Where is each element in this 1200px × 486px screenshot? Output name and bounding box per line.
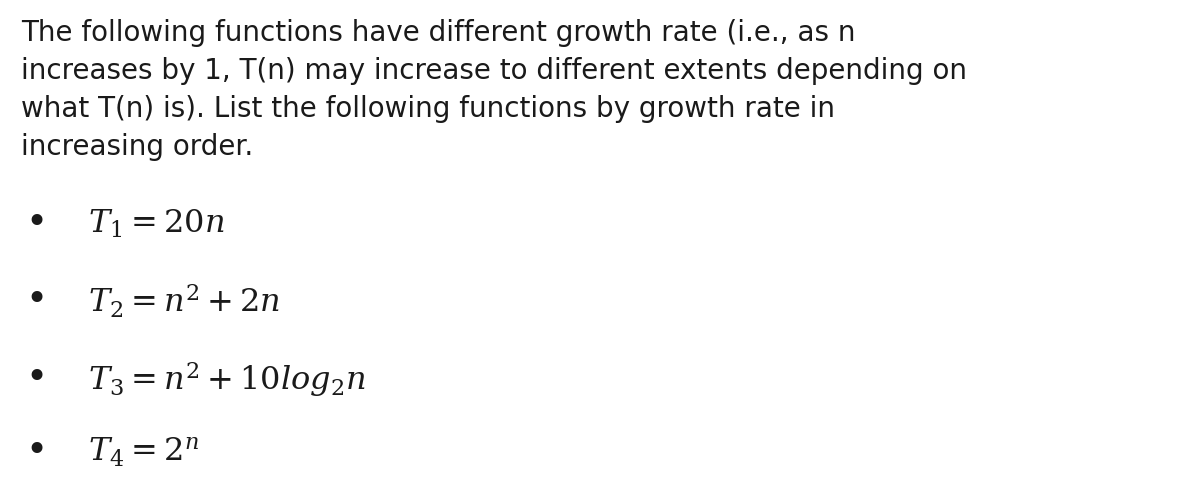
- Text: $T_3 = n^2 + 10log_2 n$: $T_3 = n^2 + 10log_2 n$: [88, 360, 365, 399]
- Text: •: •: [25, 361, 48, 397]
- Text: $T_4 = 2^n$: $T_4 = 2^n$: [88, 435, 198, 469]
- Text: The following functions have different growth rate (i.e., as n
increases by 1, T: The following functions have different g…: [22, 19, 967, 161]
- Text: $T_2 = n^2 + 2n$: $T_2 = n^2 + 2n$: [88, 283, 280, 320]
- Text: $T_1 = 20n$: $T_1 = 20n$: [88, 208, 224, 240]
- Text: •: •: [25, 434, 48, 470]
- Text: •: •: [25, 206, 48, 242]
- Text: •: •: [25, 283, 48, 319]
